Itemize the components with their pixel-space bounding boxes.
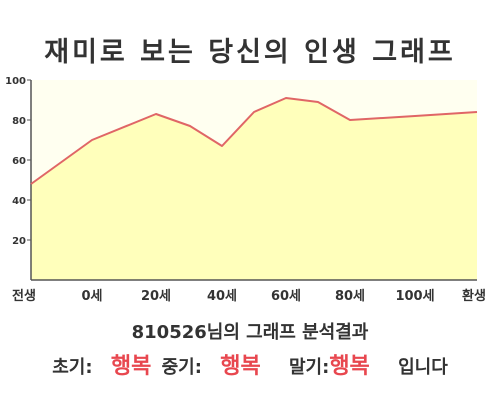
stage-results: 초기: 행복 중기: 행복 말기:행복 입니다 (0, 348, 500, 380)
y-tick-layer: 20 40 60 80 100 (5, 76, 31, 247)
late-value: 행복 (329, 354, 370, 379)
x-tick-label: 환생 (462, 288, 486, 304)
series-area (31, 98, 477, 280)
x-tick-label: 80세 (335, 289, 365, 304)
area-layer (31, 98, 477, 280)
user-id: 810526 (131, 322, 207, 343)
mid-label: 중기: (161, 357, 202, 378)
y-tick-label: 100 (5, 76, 26, 87)
x-tick-label: 40세 (207, 289, 237, 304)
life-graph-chart: 20 40 60 80 100 전생 0세 20세 40세 60세 80세 100세 환생 (5, 76, 486, 304)
early-value: 행복 (110, 354, 152, 379)
x-tick-label: 0세 (81, 289, 102, 304)
result-label: 님의 그래프 분석결과 (206, 322, 369, 343)
x-tick-label: 100세 (395, 289, 434, 304)
axis-layer (30, 80, 477, 281)
x-tick-label: 60세 (271, 289, 301, 304)
mid-value: 행복 (220, 354, 261, 379)
page-title: 재미로 보는 당신의 인생 그래프 (44, 37, 456, 68)
x-tick-label: 20세 (141, 289, 171, 304)
result-heading: 810526님의 그래프 분석결과 (0, 318, 500, 344)
y-tick-label: 60 (12, 156, 26, 167)
ending-text: 입니다 (398, 357, 448, 378)
y-tick-label: 80 (12, 116, 26, 127)
early-label: 초기: (52, 357, 93, 378)
line-layer (30, 97, 478, 185)
y-tick-label: 20 (12, 236, 26, 247)
y-tick-label: 40 (12, 196, 26, 207)
series-line (30, 97, 478, 185)
x-tick-label: 전생 (12, 288, 36, 304)
late-label: 말기: (288, 357, 330, 378)
x-tick-layer: 전생 0세 20세 40세 60세 80세 100세 환생 (12, 288, 486, 304)
